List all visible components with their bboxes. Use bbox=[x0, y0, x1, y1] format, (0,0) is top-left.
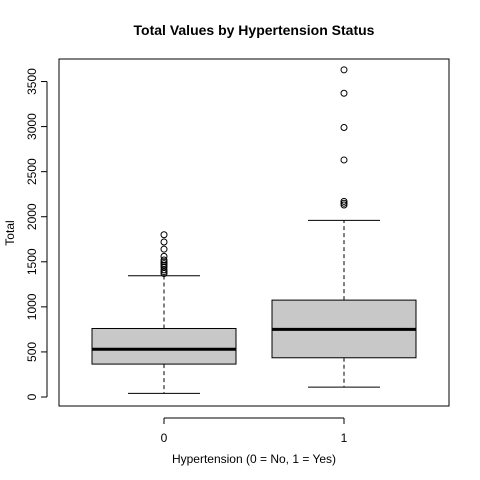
outlier-point bbox=[160, 245, 168, 253]
outlier-point bbox=[160, 231, 168, 239]
outlier-point bbox=[160, 238, 168, 246]
y-tick-label: 500 bbox=[25, 342, 39, 362]
y-axis-label: Total bbox=[3, 220, 17, 245]
outlier-point bbox=[340, 156, 348, 164]
y-axis: 0 500 1000 1500 2000 2500 3000 3500 bbox=[25, 68, 48, 400]
iqr-box bbox=[91, 327, 237, 365]
y-tick-label: 2500 bbox=[25, 158, 39, 185]
box-group-0 bbox=[91, 231, 237, 394]
outlier-point bbox=[340, 66, 348, 74]
y-tick-label: 3500 bbox=[25, 68, 39, 95]
y-tick-label: 2000 bbox=[25, 203, 39, 230]
y-tick-label: 1000 bbox=[25, 293, 39, 320]
y-tick-label: 3000 bbox=[25, 113, 39, 140]
outlier-point bbox=[340, 89, 348, 97]
outlier-point bbox=[340, 123, 348, 131]
x-axis-label: Hypertension (0 = No, 1 = Yes) bbox=[172, 452, 336, 466]
outlier-point bbox=[340, 197, 348, 205]
outlier-point bbox=[160, 256, 168, 264]
y-tick-label: 1500 bbox=[25, 248, 39, 275]
plot-frame bbox=[58, 58, 450, 407]
y-tick-label: 0 bbox=[25, 393, 39, 400]
box-group-1 bbox=[271, 66, 417, 388]
x-tick-label: 1 bbox=[341, 431, 348, 445]
x-tick-label: 0 bbox=[161, 431, 168, 445]
chart-title: Total Values by Hypertension Status bbox=[134, 22, 375, 38]
outlier-point bbox=[160, 252, 168, 260]
boxplot-boxes bbox=[91, 66, 417, 394]
